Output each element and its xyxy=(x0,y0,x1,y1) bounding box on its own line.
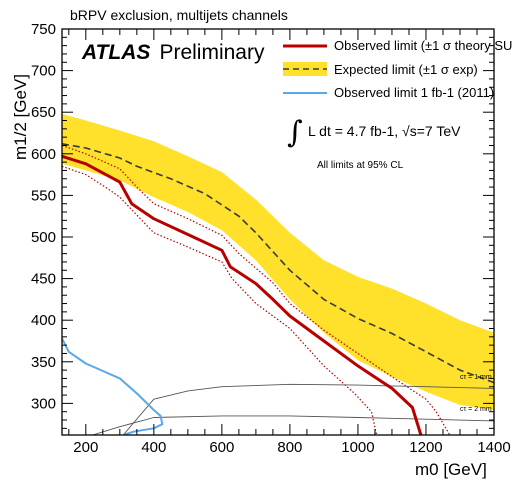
observed-plus-sigma-line xyxy=(62,144,451,435)
legend: Observed limit (±1 σ theory SUSY) Expect… xyxy=(283,38,513,100)
legend-label-2011: Observed limit 1 fb-1 (2011) xyxy=(334,85,494,100)
expected-band-layer xyxy=(62,113,494,411)
chart-title: bRPV exclusion, multijets channels xyxy=(70,7,288,23)
integral-sign: ∫ xyxy=(287,115,303,150)
y-tick-label: 500 xyxy=(31,229,56,246)
legend-label-expected: Expected limit (±1 σ exp) xyxy=(334,62,478,77)
atlas-label: ATLAS Preliminary xyxy=(81,41,265,64)
ctau-1mm-line xyxy=(122,383,494,435)
ctau-2mm-line xyxy=(92,415,494,435)
y-tick-label: 450 xyxy=(31,271,56,288)
y-axis-title: m1/2 [GeV] xyxy=(11,74,30,160)
atlas-label-preliminary: Preliminary xyxy=(159,41,265,64)
luminosity-label: ∫ L dt = 4.7 fb-1, √s=7 TeV xyxy=(287,115,461,150)
y-tick-label: 650 xyxy=(31,104,56,121)
series-layer: cτ = 1 mm cτ = 2 mm xyxy=(62,143,494,435)
atlas-label-text: ATLAS Preliminary xyxy=(81,41,265,64)
y-tick-label: 350 xyxy=(31,354,56,371)
expected-limit-line xyxy=(62,143,494,384)
y-tick-label: 750 xyxy=(31,21,56,38)
confidence-level-note: All limits at 95% CL xyxy=(317,160,404,171)
expected-band xyxy=(62,113,494,411)
y-tick-label: 300 xyxy=(31,395,56,412)
x-tick-label: 1200 xyxy=(409,439,442,456)
x-tick-label: 400 xyxy=(141,439,166,456)
x-axis-title: m0 [GeV] xyxy=(415,460,487,479)
atlas-label-bold: ATLAS xyxy=(81,41,150,64)
luminosity-text: L dt = 4.7 fb-1, √s=7 TeV xyxy=(308,123,461,139)
x-tick-label: 1400 xyxy=(477,439,510,456)
y-tick-label: 700 xyxy=(31,63,56,80)
x-tick-label: 200 xyxy=(73,439,98,456)
ctau-1mm-label: cτ = 1 mm xyxy=(460,374,492,381)
ticks-layer: 200 400 600 800 1000 1200 1400 300 350 400 450 500 5… xyxy=(31,21,511,456)
x-tick-label: 800 xyxy=(277,439,302,456)
observed-limit-line xyxy=(62,154,423,435)
x-tick-label: 1000 xyxy=(341,439,374,456)
y-tick-label: 550 xyxy=(31,187,56,204)
ctau-2mm-label: cτ = 2 mm xyxy=(460,406,492,413)
y-tick-label: 400 xyxy=(31,312,56,329)
plot-area: cτ = 1 mm cτ = 2 mm 200 400 600 800 1000 1200 1… xyxy=(31,21,511,456)
observed-2011-line xyxy=(62,338,164,435)
y-tick-label: 600 xyxy=(31,146,56,163)
plot-frame xyxy=(61,28,495,436)
x-tick-label: 600 xyxy=(209,439,234,456)
legend-label-observed: Observed limit (±1 σ theory SUSY) xyxy=(334,38,513,53)
